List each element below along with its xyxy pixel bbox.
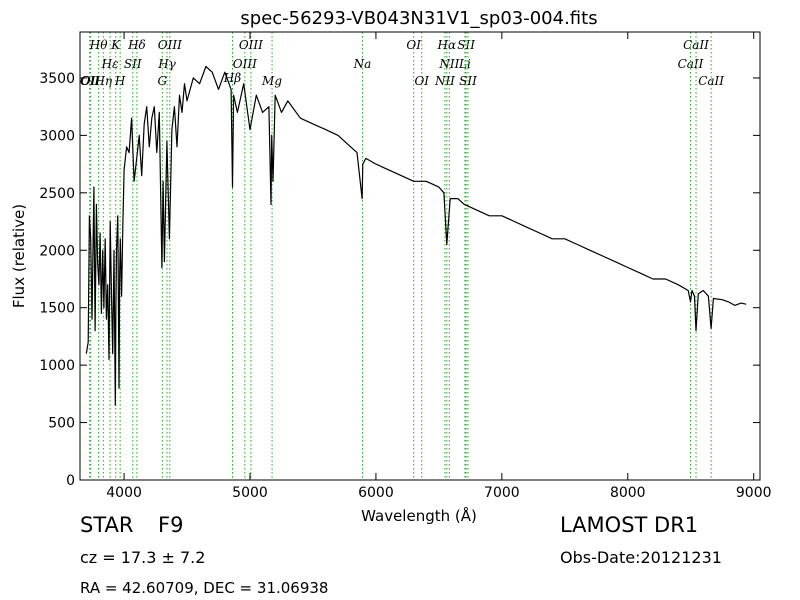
y-tick-label: 3500 (39, 71, 75, 87)
line-marker-label: K (110, 38, 121, 52)
x-tick-label: 9000 (736, 485, 772, 501)
line-marker-label: OI (406, 38, 421, 52)
line-marker-label: Hα (437, 38, 457, 52)
chart-title: spec-56293-VB043N31V1_sp03-004.fits (240, 8, 597, 29)
survey-name: LAMOST DR1 (560, 513, 699, 537)
plot-frame (79, 31, 761, 481)
x-tick-label: 8000 (610, 485, 646, 501)
y-tick-label: 2000 (39, 243, 75, 259)
object-class: STAR (80, 513, 134, 537)
spectrum-line (85, 65, 747, 406)
object-subclass: F9 (158, 513, 184, 537)
line-marker-label: SII (124, 57, 142, 71)
line-marker-label: Li (458, 57, 471, 71)
y-tick-label: 0 (66, 473, 75, 489)
observation-date: Obs-Date:20121231 (560, 548, 722, 567)
line-marker-label: Mg (261, 74, 282, 88)
x-tick-label: 5000 (232, 485, 268, 501)
line-marker-label: Hδ (127, 38, 146, 52)
redshift-value: cz = 17.3 ± 7.2 (80, 548, 206, 567)
y-tick-label: 1500 (39, 301, 75, 317)
y-tick-label: 2500 (39, 186, 75, 202)
x-tick-label: 6000 (358, 485, 394, 501)
x-axis-label: Wavelength (Å) (361, 506, 477, 525)
line-marker-label: Na (353, 57, 372, 71)
line-marker-label: OIII (233, 57, 257, 71)
line-marker-label: OI (414, 74, 429, 88)
line-marker-label: Hβ (223, 71, 241, 85)
line-marker-label: OIII (239, 38, 263, 52)
y-tick-label: 3000 (39, 128, 75, 144)
line-marker-label: G (158, 74, 168, 88)
line-marker-label: Hγ (157, 57, 176, 71)
line-marker-label: Hε (101, 57, 119, 71)
line-marker-label: NII (434, 74, 455, 88)
y-tick-label: 500 (48, 416, 75, 432)
line-marker-label: CaII (678, 57, 704, 71)
x-axis-ticks: 4000 5000 6000 7000 8000 9000 (106, 32, 772, 501)
line-marker-label: H (114, 74, 126, 88)
line-marker-label: SII (457, 38, 475, 52)
line-marker-label: CaII (698, 74, 724, 88)
line-marker-label: SII (459, 74, 477, 88)
y-tick-label: 1000 (39, 358, 75, 374)
y-axis-ticks: 0 500 1000 1500 2000 2500 3000 3500 (39, 71, 760, 489)
line-marker-label: Hθ (89, 38, 108, 52)
line-marker-label: Hη (93, 74, 112, 88)
x-tick-label: 4000 (106, 485, 142, 501)
line-marker-label: NII (438, 57, 459, 71)
x-tick-label: 7000 (484, 485, 520, 501)
line-marker-label: OIII (158, 38, 182, 52)
line-marker-layer: OIIOIIHθHηHεKHSIIHδGHγOIIIHβOIIIOIIIMgNa… (80, 32, 724, 480)
y-axis-label: Flux (relative) (10, 204, 28, 308)
line-marker-label: CaII (683, 38, 709, 52)
sky-coordinates: RA = 42.60709, DEC = 31.06938 (80, 579, 329, 597)
